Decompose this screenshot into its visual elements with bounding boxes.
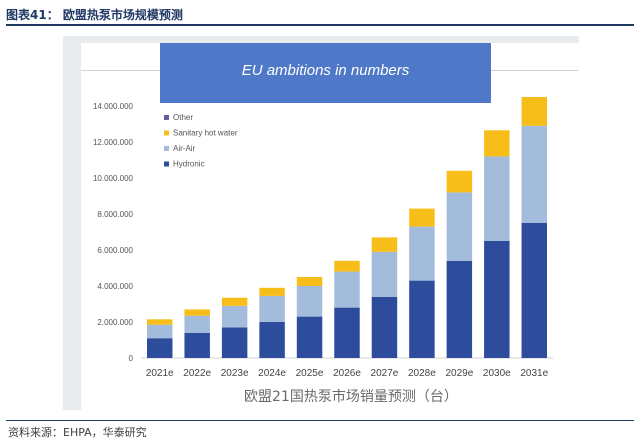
bar-segment-hydronic	[146, 338, 173, 358]
legend-label: Hydronic	[173, 160, 205, 169]
bar-segment-hydronic	[259, 322, 285, 358]
y-tick-label: 8.000.000	[97, 210, 133, 219]
bar-segment-hydronic	[184, 332, 210, 358]
bar-segment-air-air	[371, 251, 398, 297]
legend-swatch	[164, 115, 169, 120]
x-tick-label: 2024e	[258, 368, 286, 379]
bar-segment-air-air	[446, 192, 473, 261]
bar-segment-hydronic	[446, 260, 473, 358]
legend-label: Other	[173, 113, 193, 122]
x-tick-label: 2029e	[445, 368, 473, 379]
y-tick-label: 0	[129, 354, 134, 363]
y-tick-label: 10.000.000	[93, 174, 134, 183]
bar-segment-air-air	[334, 271, 360, 308]
x-tick-label: 2030e	[483, 368, 511, 379]
y-tick-label: 4.000.000	[97, 282, 133, 291]
bar-segment-air-air	[296, 286, 323, 317]
stacked-bar-chart: 0 2.000.000 4.000.000 6.000.000 8.000.000 10.…	[93, 97, 553, 379]
bar-segment-sanitary-hot-water	[484, 130, 510, 157]
bar-segment-hydronic	[296, 316, 323, 358]
bar-segment-hydronic	[334, 307, 360, 358]
x-tick-label: 2026e	[333, 368, 361, 379]
y-tick-label: 12.000.000	[93, 138, 134, 147]
y-tick-label: 14.000.000	[93, 102, 134, 111]
source-note: 资料来源：EHPA，华泰研究	[8, 426, 147, 439]
chart-title: EU ambitions in numbers	[241, 62, 410, 79]
legend-label: Sanitary hot water	[173, 129, 238, 138]
bar-segment-air-air	[221, 305, 248, 328]
bar-segment-sanitary-hot-water	[446, 170, 473, 193]
bar-segment-hydronic	[221, 327, 248, 358]
legend-swatch	[164, 146, 169, 151]
y-tick-label: 2.000.000	[97, 318, 133, 327]
bar-segment-air-air	[146, 324, 173, 339]
legend-swatch	[164, 130, 169, 136]
legend-label: Air-Air	[173, 144, 196, 153]
bar-segment-sanitary-hot-water	[521, 97, 548, 126]
x-tick-label: 2021e	[146, 368, 174, 379]
bar-segment-sanitary-hot-water	[184, 309, 210, 316]
figure-title: 图表41： 欧盟热泵市场规模预测	[6, 8, 183, 22]
bar-segment-air-air	[521, 125, 548, 223]
bar-segment-sanitary-hot-water	[296, 277, 323, 286]
figure-header: 图表41： 欧盟热泵市场规模预测	[6, 4, 634, 26]
bar-segment-sanitary-hot-water	[221, 297, 248, 306]
bar-segment-sanitary-hot-water	[409, 208, 435, 227]
x-tick-label: 2023e	[221, 368, 249, 379]
bar-segment-sanitary-hot-water	[371, 237, 398, 252]
y-tick-label: 6.000.000	[97, 246, 133, 255]
bar-segment-air-air	[484, 156, 510, 241]
bar-segment-sanitary-hot-water	[259, 287, 285, 296]
chart-title-banner: EU ambitions in numbers	[160, 43, 491, 103]
bar-segment-sanitary-hot-water	[146, 319, 173, 325]
legend-swatch	[164, 161, 169, 167]
x-tick-label: 2025e	[296, 368, 324, 379]
bar-segment-air-air	[259, 295, 285, 322]
footer-divider	[6, 420, 634, 421]
bar-segment-hydronic	[371, 296, 398, 358]
x-tick-label: 2022e	[183, 368, 211, 379]
bar-segment-hydronic	[521, 223, 548, 358]
x-tick-label: 2031e	[520, 368, 548, 379]
bar-segment-hydronic	[409, 280, 435, 358]
bar-segment-air-air	[409, 226, 435, 281]
bar-segment-hydronic	[484, 241, 510, 358]
chart-caption: 欧盟21国热泵市场销量预测（台）	[244, 389, 458, 405]
bar-segment-sanitary-hot-water	[334, 260, 360, 272]
x-tick-label: 2028e	[408, 368, 436, 379]
x-tick-label: 2027e	[371, 368, 399, 379]
bar-segment-air-air	[184, 315, 210, 333]
